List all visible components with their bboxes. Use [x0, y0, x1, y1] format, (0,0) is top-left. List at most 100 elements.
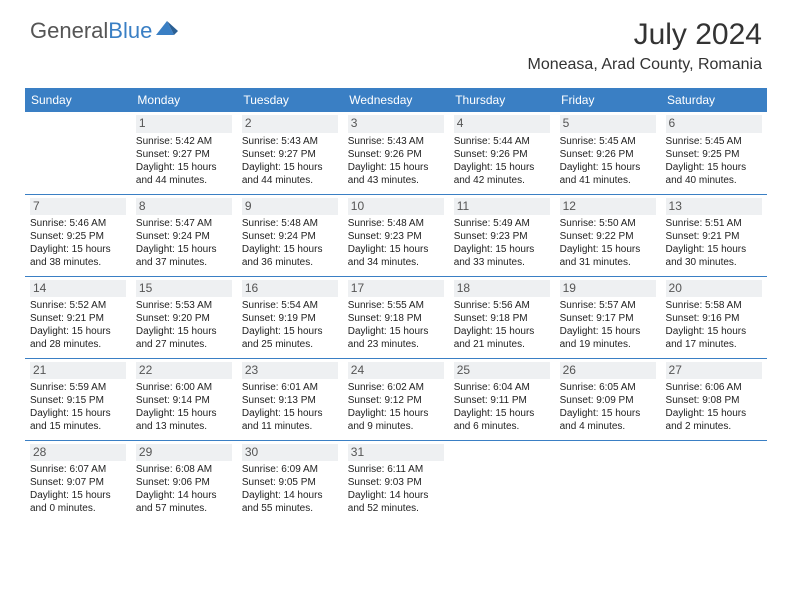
calendar-row: 14Sunrise: 5:52 AMSunset: 9:21 PMDayligh… [25, 276, 767, 358]
calendar-cell: 3Sunrise: 5:43 AMSunset: 9:26 PMDaylight… [343, 112, 449, 194]
sunset-line: Sunset: 9:13 PM [242, 394, 338, 407]
daylight-line: Daylight: 15 hours and 15 minutes. [30, 407, 126, 433]
daylight-line: Daylight: 15 hours and 40 minutes. [666, 161, 762, 187]
calendar-cell-empty: . [25, 112, 131, 194]
calendar-cell: 8Sunrise: 5:47 AMSunset: 9:24 PMDaylight… [131, 194, 237, 276]
calendar-cell: 9Sunrise: 5:48 AMSunset: 9:24 PMDaylight… [237, 194, 343, 276]
calendar-cell: 4Sunrise: 5:44 AMSunset: 9:26 PMDaylight… [449, 112, 555, 194]
calendar-cell: 14Sunrise: 5:52 AMSunset: 9:21 PMDayligh… [25, 276, 131, 358]
sunset-line: Sunset: 9:08 PM [666, 394, 762, 407]
weekday-header: Tuesday [237, 88, 343, 112]
sunrise-line: Sunrise: 6:05 AM [560, 381, 656, 394]
calendar-cell: 6Sunrise: 5:45 AMSunset: 9:25 PMDaylight… [661, 112, 767, 194]
daylight-line: Daylight: 15 hours and 11 minutes. [242, 407, 338, 433]
sunset-line: Sunset: 9:27 PM [242, 148, 338, 161]
day-number: 6 [666, 115, 762, 133]
calendar-head: SundayMondayTuesdayWednesdayThursdayFrid… [25, 88, 767, 112]
day-number: 11 [454, 198, 550, 216]
calendar-cell: 7Sunrise: 5:46 AMSunset: 9:25 PMDaylight… [25, 194, 131, 276]
day-number: 8 [136, 198, 232, 216]
day-number: 4 [454, 115, 550, 133]
sunrise-line: Sunrise: 5:49 AM [454, 217, 550, 230]
calendar-cell: 30Sunrise: 6:09 AMSunset: 9:05 PMDayligh… [237, 440, 343, 522]
calendar-cell: 29Sunrise: 6:08 AMSunset: 9:06 PMDayligh… [131, 440, 237, 522]
sunset-line: Sunset: 9:22 PM [560, 230, 656, 243]
sunrise-line: Sunrise: 5:45 AM [666, 135, 762, 148]
calendar-cell: 5Sunrise: 5:45 AMSunset: 9:26 PMDaylight… [555, 112, 661, 194]
daylight-line: Daylight: 15 hours and 23 minutes. [348, 325, 444, 351]
sunset-line: Sunset: 9:11 PM [454, 394, 550, 407]
sunset-line: Sunset: 9:16 PM [666, 312, 762, 325]
day-number: 24 [348, 362, 444, 380]
sunset-line: Sunset: 9:21 PM [30, 312, 126, 325]
sunset-line: Sunset: 9:06 PM [136, 476, 232, 489]
sunset-line: Sunset: 9:26 PM [348, 148, 444, 161]
sunset-line: Sunset: 9:12 PM [348, 394, 444, 407]
sunset-line: Sunset: 9:25 PM [30, 230, 126, 243]
daylight-line: Daylight: 15 hours and 34 minutes. [348, 243, 444, 269]
sunset-line: Sunset: 9:18 PM [348, 312, 444, 325]
calendar-cell: 16Sunrise: 5:54 AMSunset: 9:19 PMDayligh… [237, 276, 343, 358]
sunrise-line: Sunrise: 5:48 AM [348, 217, 444, 230]
sunset-line: Sunset: 9:23 PM [348, 230, 444, 243]
day-number: 20 [666, 280, 762, 298]
sunrise-line: Sunrise: 5:55 AM [348, 299, 444, 312]
daylight-line: Daylight: 15 hours and 25 minutes. [242, 325, 338, 351]
sunset-line: Sunset: 9:24 PM [242, 230, 338, 243]
sunrise-line: Sunrise: 6:00 AM [136, 381, 232, 394]
daylight-line: Daylight: 15 hours and 17 minutes. [666, 325, 762, 351]
calendar-cell: 18Sunrise: 5:56 AMSunset: 9:18 PMDayligh… [449, 276, 555, 358]
daylight-line: Daylight: 15 hours and 36 minutes. [242, 243, 338, 269]
title-block: July 2024 Moneasa, Arad County, Romania [528, 18, 763, 74]
calendar-cell: 28Sunrise: 6:07 AMSunset: 9:07 PMDayligh… [25, 440, 131, 522]
daylight-line: Daylight: 15 hours and 42 minutes. [454, 161, 550, 187]
day-number: 30 [242, 444, 338, 462]
calendar-cell: 12Sunrise: 5:50 AMSunset: 9:22 PMDayligh… [555, 194, 661, 276]
calendar-row: .1Sunrise: 5:42 AMSunset: 9:27 PMDayligh… [25, 112, 767, 194]
weekday-header: Sunday [25, 88, 131, 112]
daylight-line: Daylight: 15 hours and 33 minutes. [454, 243, 550, 269]
day-number: 1 [136, 115, 232, 133]
calendar-row: 21Sunrise: 5:59 AMSunset: 9:15 PMDayligh… [25, 358, 767, 440]
day-number: 16 [242, 280, 338, 298]
daylight-line: Daylight: 15 hours and 6 minutes. [454, 407, 550, 433]
daylight-line: Daylight: 15 hours and 37 minutes. [136, 243, 232, 269]
logo: GeneralBlue [30, 18, 178, 44]
calendar-row: 7Sunrise: 5:46 AMSunset: 9:25 PMDaylight… [25, 194, 767, 276]
sunrise-line: Sunrise: 5:44 AM [454, 135, 550, 148]
sunrise-line: Sunrise: 5:43 AM [348, 135, 444, 148]
sunset-line: Sunset: 9:17 PM [560, 312, 656, 325]
sunrise-line: Sunrise: 6:08 AM [136, 463, 232, 476]
calendar-cell-empty: . [661, 440, 767, 522]
daylight-line: Daylight: 15 hours and 28 minutes. [30, 325, 126, 351]
logo-word-2: Blue [108, 18, 152, 43]
sunrise-line: Sunrise: 6:06 AM [666, 381, 762, 394]
day-number: 27 [666, 362, 762, 380]
calendar-cell: 26Sunrise: 6:05 AMSunset: 9:09 PMDayligh… [555, 358, 661, 440]
sunset-line: Sunset: 9:27 PM [136, 148, 232, 161]
day-number: 31 [348, 444, 444, 462]
daylight-line: Daylight: 15 hours and 30 minutes. [666, 243, 762, 269]
day-number: 9 [242, 198, 338, 216]
sunset-line: Sunset: 9:21 PM [666, 230, 762, 243]
sunset-line: Sunset: 9:24 PM [136, 230, 232, 243]
sunrise-line: Sunrise: 5:51 AM [666, 217, 762, 230]
logo-text: GeneralBlue [30, 18, 152, 44]
day-number: 22 [136, 362, 232, 380]
sunset-line: Sunset: 9:07 PM [30, 476, 126, 489]
day-number: 7 [30, 198, 126, 216]
daylight-line: Daylight: 15 hours and 19 minutes. [560, 325, 656, 351]
sunrise-line: Sunrise: 6:02 AM [348, 381, 444, 394]
daylight-line: Daylight: 15 hours and 41 minutes. [560, 161, 656, 187]
sunset-line: Sunset: 9:19 PM [242, 312, 338, 325]
sunrise-line: Sunrise: 5:47 AM [136, 217, 232, 230]
logo-triangle-icon [156, 19, 178, 35]
daylight-line: Daylight: 15 hours and 21 minutes. [454, 325, 550, 351]
weekday-header: Monday [131, 88, 237, 112]
sunrise-line: Sunrise: 5:48 AM [242, 217, 338, 230]
calendar-cell: 27Sunrise: 6:06 AMSunset: 9:08 PMDayligh… [661, 358, 767, 440]
sunset-line: Sunset: 9:26 PM [560, 148, 656, 161]
weekday-header: Friday [555, 88, 661, 112]
daylight-line: Daylight: 15 hours and 31 minutes. [560, 243, 656, 269]
day-number: 23 [242, 362, 338, 380]
